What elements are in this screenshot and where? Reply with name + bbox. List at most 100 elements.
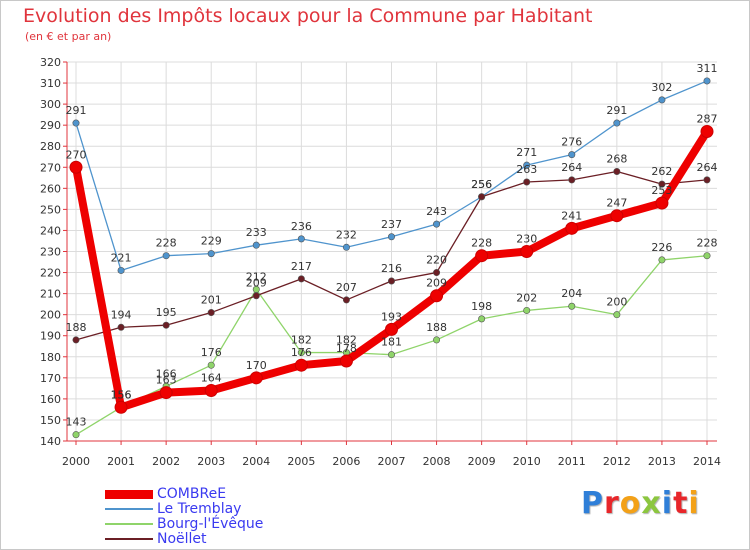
y-tick-label: 190 <box>40 330 61 343</box>
data-point <box>610 209 624 223</box>
data-point <box>297 235 305 243</box>
chart-subtitle: (en € et par an) <box>25 30 112 43</box>
data-point <box>433 269 441 277</box>
data-point <box>252 292 260 300</box>
data-label: 204 <box>561 287 582 300</box>
data-point <box>387 277 395 285</box>
data-point <box>433 336 441 344</box>
data-label: 237 <box>381 218 402 231</box>
series-group <box>69 77 714 439</box>
data-label: 156 <box>111 388 132 401</box>
y-tick-label: 170 <box>40 372 61 385</box>
data-label: 268 <box>606 152 627 165</box>
y-tick-label: 270 <box>40 161 61 174</box>
data-point <box>658 96 666 104</box>
data-label: 311 <box>697 62 718 75</box>
data-label: 216 <box>381 262 402 275</box>
data-label: 143 <box>66 416 87 429</box>
data-point <box>520 245 534 258</box>
data-label: 209 <box>426 277 447 290</box>
chart-title: Evolution des Impôts locaux pour la Comm… <box>23 5 593 27</box>
data-point <box>297 275 305 283</box>
data-point <box>613 311 621 319</box>
logo-letter: o <box>619 486 642 521</box>
data-point <box>478 315 486 323</box>
x-tick-label: 2002 <box>152 455 180 468</box>
y-tick-label: 320 <box>40 56 61 69</box>
y-tick-label: 240 <box>40 224 61 237</box>
data-label: 212 <box>246 270 267 283</box>
data-label: 253 <box>651 184 672 197</box>
data-label: 202 <box>516 291 537 304</box>
data-label: 276 <box>561 136 582 149</box>
data-point <box>117 266 125 274</box>
proxiti-logo: Proxiti <box>581 486 700 521</box>
x-tick-label: 2014 <box>693 455 721 468</box>
data-point <box>72 119 80 127</box>
data-label: 270 <box>66 148 87 161</box>
data-point <box>387 233 395 241</box>
x-tick-label: 2012 <box>603 455 631 468</box>
data-label: 229 <box>201 235 222 248</box>
data-labels: 291 221 228 229 233 236 232 237 243 256 271 276 291 3… <box>66 62 718 429</box>
data-label: 263 <box>516 163 537 176</box>
y-tick-label: 140 <box>40 435 61 448</box>
y-tick-label: 150 <box>40 414 61 427</box>
data-label: 243 <box>426 205 447 218</box>
legend-label: Le Tremblay <box>157 501 242 517</box>
data-label: 271 <box>516 146 537 159</box>
data-label: 220 <box>426 254 447 267</box>
data-point <box>72 431 80 439</box>
y-tick-label: 160 <box>40 393 61 406</box>
data-point <box>252 241 260 249</box>
data-label: 201 <box>201 294 222 307</box>
data-label: 182 <box>291 334 312 347</box>
data-point <box>72 336 80 344</box>
data-point <box>658 256 666 264</box>
logo-letter: x <box>641 486 662 521</box>
data-point <box>162 252 170 260</box>
data-label: 193 <box>381 310 402 323</box>
data-label: 207 <box>336 281 357 294</box>
x-tick-label: 2006 <box>332 455 360 468</box>
x-tick-label: 2009 <box>468 455 496 468</box>
data-point <box>430 289 444 303</box>
data-point <box>387 351 395 359</box>
data-point <box>204 383 218 397</box>
y-tick-label: 290 <box>40 119 61 132</box>
y-tick-label: 220 <box>40 267 61 280</box>
data-point <box>339 354 353 368</box>
data-point <box>342 243 350 251</box>
logo-letter: t <box>673 486 689 521</box>
legend-swatch <box>105 538 153 540</box>
data-label: 170 <box>246 359 267 372</box>
y-tick-label: 200 <box>40 309 61 322</box>
data-point <box>658 180 666 188</box>
data-point <box>568 302 576 310</box>
data-label: 188 <box>426 321 447 334</box>
data-label: 264 <box>561 161 582 174</box>
legend-swatch <box>105 508 153 510</box>
data-label: 256 <box>471 178 492 191</box>
x-tick-label: 2004 <box>242 455 270 468</box>
data-point <box>613 119 621 127</box>
data-label: 247 <box>606 197 627 210</box>
data-point <box>613 167 621 175</box>
line-chart: 140 150 160 170 180 190 200 210 220 230 240 250 260 2… <box>40 56 721 468</box>
data-point <box>703 252 711 260</box>
legend-swatch <box>105 490 153 499</box>
data-label: 232 <box>336 228 357 241</box>
data-label: 230 <box>516 233 537 246</box>
data-point <box>294 358 308 372</box>
data-label: 178 <box>336 342 357 355</box>
data-label: 182 <box>336 334 357 347</box>
x-tick-label: 2011 <box>558 455 586 468</box>
data-point <box>117 323 125 331</box>
data-point <box>159 386 173 400</box>
logo-letter: i <box>661 486 674 521</box>
x-tick-label: 2003 <box>197 455 225 468</box>
data-label: 166 <box>156 367 177 380</box>
data-label: 228 <box>697 237 718 250</box>
data-point <box>565 221 579 235</box>
data-point <box>568 176 576 184</box>
